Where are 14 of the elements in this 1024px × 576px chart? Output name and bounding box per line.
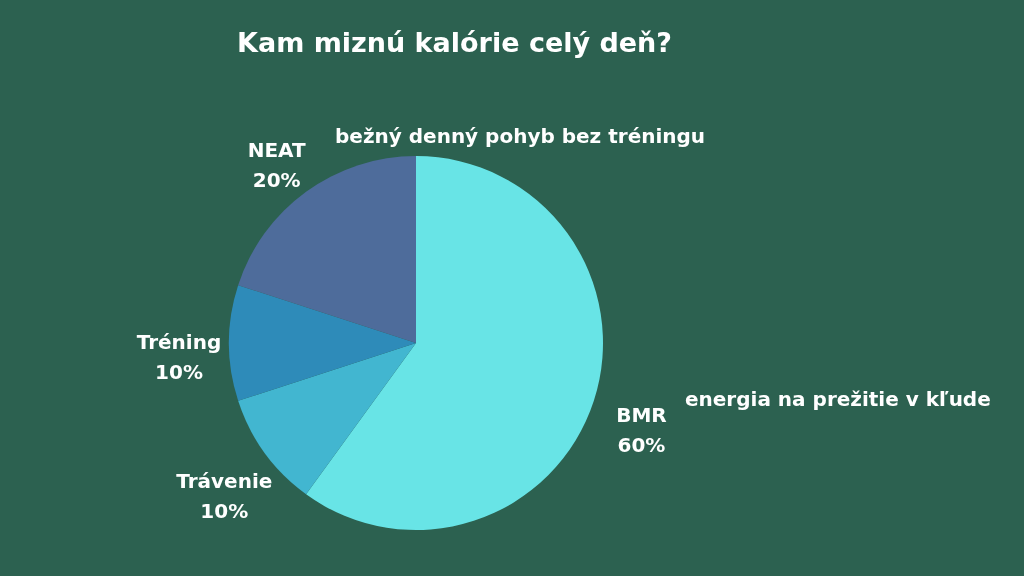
data-label: 10% (155, 360, 203, 384)
pie-slice (306, 156, 603, 530)
slice-label: Tréning (136, 330, 222, 354)
slice-label: NEAT (247, 138, 307, 163)
text: energia na prežitie v kľude (685, 387, 991, 411)
pie-slice (229, 285, 416, 401)
text: bežný denný pohyb bez tréningu (335, 124, 706, 148)
data-label: 20% (252, 168, 301, 193)
pie-slice (238, 156, 416, 343)
data-label: 60% (617, 433, 666, 458)
slice-label: Trávenie (176, 469, 273, 494)
slice-label: BMR (616, 403, 667, 428)
data-label: 10% (200, 499, 249, 524)
chart-title: Kam miznú kalórie celý deň? (237, 27, 672, 58)
